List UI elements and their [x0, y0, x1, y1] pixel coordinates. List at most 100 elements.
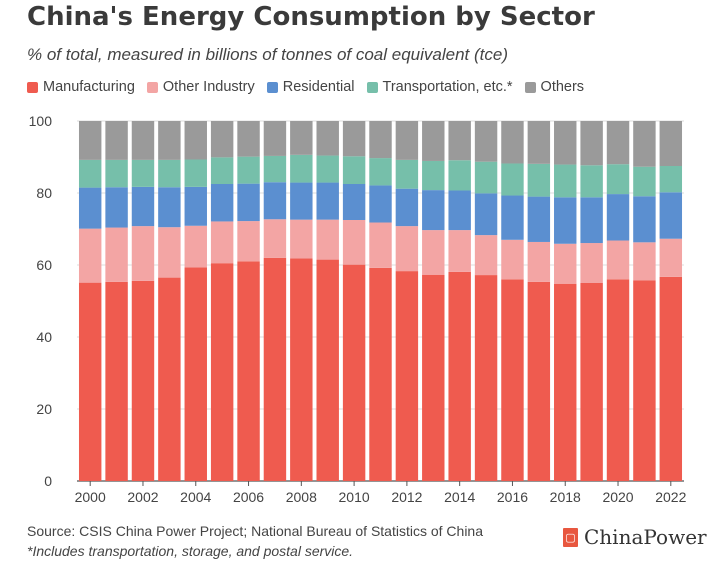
bar-2003-series-2 — [158, 187, 181, 228]
bar-2007-series-0 — [263, 257, 287, 481]
bar-2009-series-0 — [316, 259, 339, 481]
bar-2000-series-0 — [78, 282, 102, 481]
bar-2020-series-1 — [606, 240, 630, 280]
bar-2013-series-3 — [422, 160, 445, 191]
bar-2016-series-3 — [501, 163, 524, 196]
bar-2009-series-3 — [316, 155, 339, 183]
bar-2014-series-0 — [448, 271, 471, 481]
bar-2001-series-1 — [105, 227, 128, 282]
legend-label-other-industry: Other Industry — [162, 79, 255, 95]
bar-2005-series-0 — [210, 263, 234, 481]
bar-2014-series-2 — [448, 190, 471, 231]
bar-2007-series-1 — [263, 219, 287, 258]
bar-2010-series-0 — [342, 264, 366, 481]
bar-2011-series-2 — [369, 185, 392, 223]
bar-2012-series-2 — [395, 188, 419, 227]
bar-2006-series-3 — [237, 156, 260, 184]
chart-subtitle: % of total, measured in billions of tonn… — [27, 45, 508, 64]
bar-2014-series-4 — [448, 121, 471, 161]
x-tick-label-2014: 2014 — [444, 489, 475, 505]
legend: Manufacturing Other Industry Residential… — [27, 79, 596, 95]
bar-2003-series-0 — [158, 277, 181, 481]
y-tick-label-80: 80 — [36, 185, 52, 201]
bar-2009-series-2 — [316, 182, 339, 220]
chinapower-logo-icon: ▢ — [563, 527, 578, 547]
bar-2002-series-2 — [131, 186, 155, 227]
bar-2007-series-2 — [263, 182, 287, 220]
bar-2022-series-3 — [659, 166, 683, 193]
x-tick-label-2018: 2018 — [550, 489, 581, 505]
y-tick-label-100: 100 — [29, 113, 53, 129]
bar-2004-series-2 — [184, 186, 207, 226]
bar-2010-series-3 — [342, 156, 366, 184]
bar-2006-series-1 — [237, 221, 260, 262]
bar-2020-series-0 — [606, 279, 630, 481]
bar-2002-series-1 — [131, 226, 155, 281]
legend-label-transportation: Transportation, etc.* — [382, 79, 513, 95]
bar-2015-series-4 — [474, 121, 498, 162]
bar-2021-series-1 — [633, 242, 656, 281]
bar-2021-series-3 — [633, 166, 656, 197]
legend-item-other-industry[interactable]: Other Industry — [146, 79, 255, 95]
legend-item-residential[interactable]: Residential — [266, 79, 355, 95]
bar-2019-series-3 — [580, 165, 603, 198]
bar-2022-series-0 — [659, 276, 683, 481]
bar-2004-series-3 — [184, 159, 207, 187]
bar-2002-series-0 — [131, 280, 155, 481]
legend-swatch-residential — [266, 81, 278, 93]
bar-2009-series-1 — [316, 219, 339, 260]
bar-2005-series-1 — [210, 221, 234, 264]
bar-2020-series-3 — [606, 164, 630, 195]
bar-2020-series-4 — [606, 121, 630, 165]
legend-label-residential: Residential — [282, 79, 355, 95]
bar-2005-series-4 — [210, 121, 234, 158]
bar-2017-series-1 — [527, 241, 551, 282]
bar-2015-series-0 — [474, 275, 498, 481]
legend-item-manufacturing[interactable]: Manufacturing — [27, 79, 135, 95]
bar-2022-series-4 — [659, 121, 683, 166]
bar-2012-series-0 — [395, 271, 419, 481]
x-tick-label-2002: 2002 — [127, 489, 158, 505]
bar-2016-series-2 — [501, 195, 524, 240]
bar-2018-series-4 — [554, 121, 577, 165]
bar-2006-series-0 — [237, 261, 260, 481]
legend-swatch-others — [524, 81, 536, 93]
bar-2011-series-4 — [369, 121, 392, 159]
bar-2021-series-0 — [633, 280, 656, 481]
bar-2002-series-3 — [131, 159, 155, 187]
x-tick-label-2000: 2000 — [75, 489, 106, 505]
bar-2000-series-1 — [78, 228, 102, 283]
bar-2013-series-4 — [422, 121, 445, 161]
chinapower-logo[interactable]: ▢ ChinaPower — [563, 525, 707, 549]
x-tick-label-2022: 2022 — [655, 489, 686, 505]
bar-2019-series-1 — [580, 243, 603, 283]
legend-swatch-manufacturing — [27, 81, 38, 93]
bar-2022-series-1 — [659, 238, 683, 277]
bar-2011-series-3 — [369, 158, 392, 186]
x-tick-label-2020: 2020 — [602, 489, 633, 505]
x-tick-label-2010: 2010 — [339, 489, 370, 505]
bar-2018-series-2 — [554, 197, 577, 244]
bar-2004-series-1 — [184, 225, 207, 268]
x-tick-label-2008: 2008 — [286, 489, 317, 505]
bar-2010-series-2 — [342, 184, 366, 220]
bar-2017-series-0 — [527, 281, 551, 481]
bar-2014-series-3 — [448, 160, 471, 191]
bar-2011-series-1 — [369, 222, 392, 268]
bar-2003-series-1 — [158, 227, 181, 278]
bar-2013-series-1 — [422, 230, 445, 275]
bar-2007-series-4 — [263, 121, 287, 156]
legend-swatch-other-industry — [146, 81, 158, 93]
bar-2020-series-2 — [606, 194, 630, 241]
bar-2014-series-1 — [448, 230, 471, 272]
bar-2006-series-2 — [237, 183, 260, 222]
bar-2010-series-4 — [342, 121, 366, 157]
legend-item-transportation[interactable]: Transportation, etc.* — [366, 79, 513, 95]
legend-item-others[interactable]: Others — [524, 79, 584, 95]
bar-2019-series-4 — [580, 121, 603, 166]
bar-2015-series-2 — [474, 193, 498, 236]
bar-2021-series-2 — [633, 196, 656, 243]
bar-2017-series-4 — [527, 121, 551, 164]
bar-2001-series-4 — [105, 121, 128, 160]
bar-2003-series-4 — [158, 121, 181, 160]
